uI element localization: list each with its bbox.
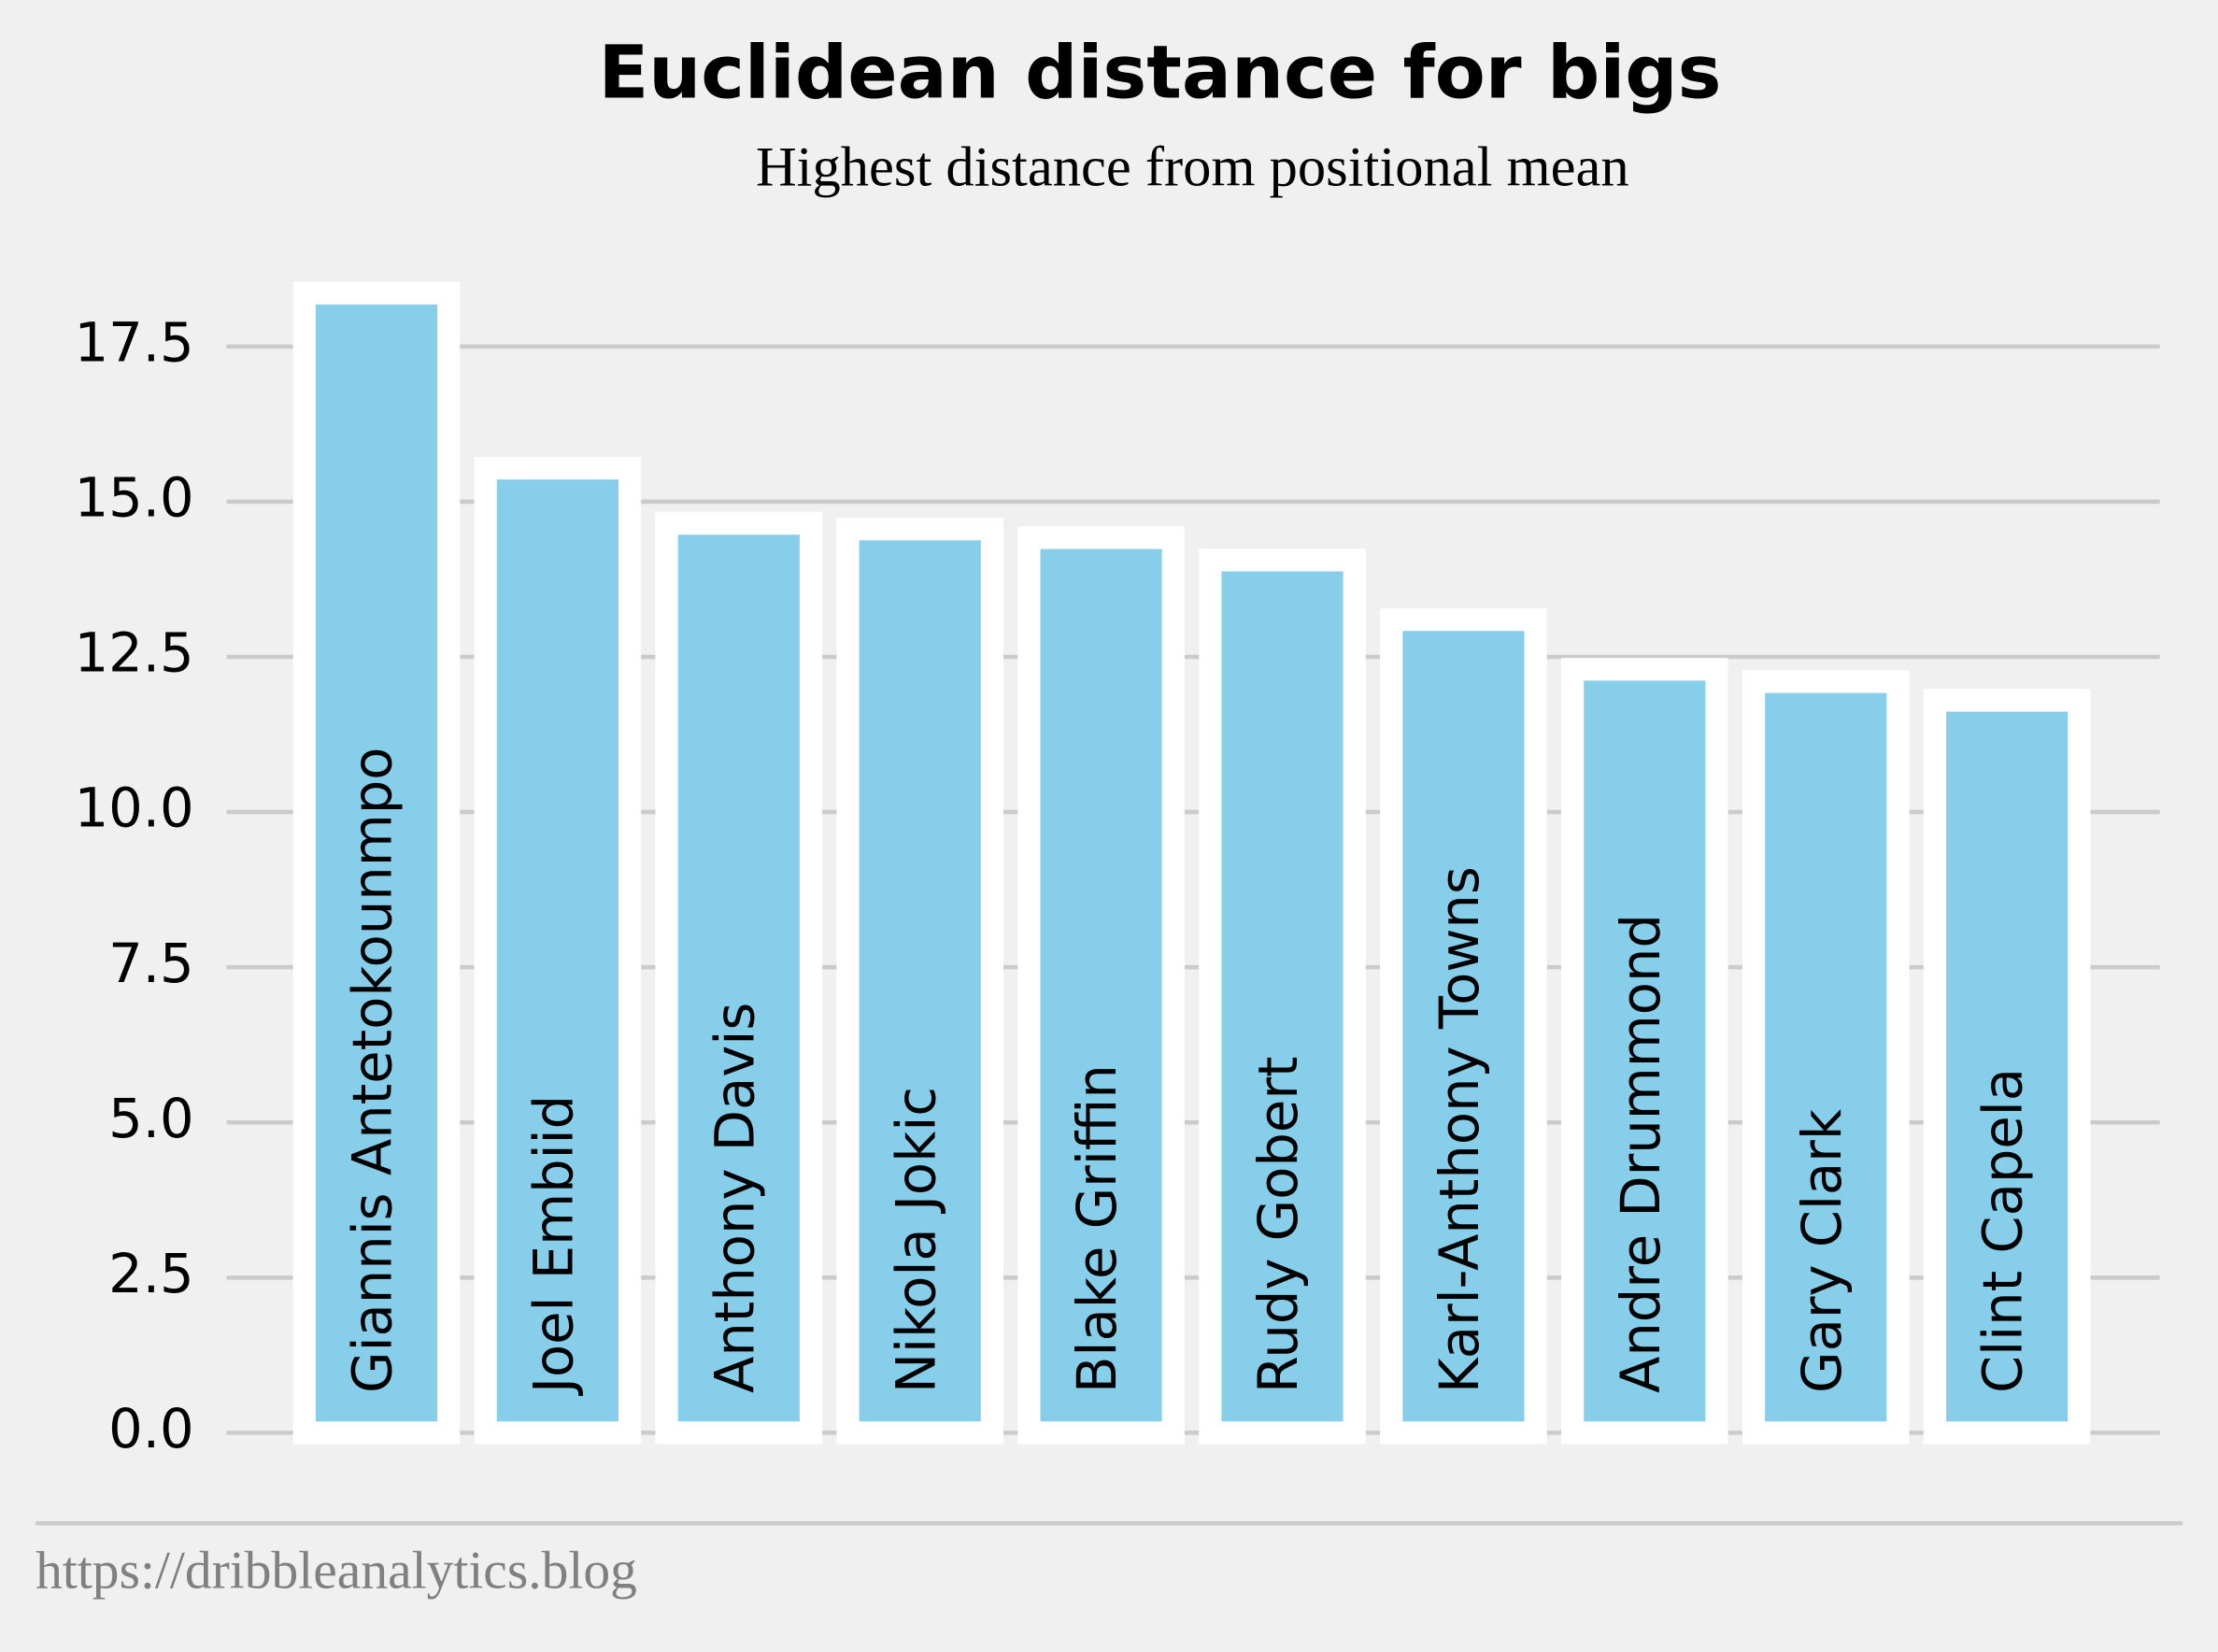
chart-title: Euclidean distance for bigs <box>598 30 1721 116</box>
y-tick-label: 12.5 <box>75 622 194 685</box>
bar-label: Clint Capela <box>1972 1068 2035 1393</box>
bar <box>474 456 642 1445</box>
y-tick-label: 15.0 <box>75 467 194 530</box>
bar-label: Karl-Anthony Towns <box>1429 866 1491 1393</box>
chart-subtitle: Highest distance from positional mean <box>756 136 1629 199</box>
bar <box>1380 608 1547 1445</box>
bar <box>1742 670 1910 1445</box>
bar-label: Anthony Davis <box>704 1003 766 1393</box>
bar <box>1017 526 1185 1445</box>
bar-label: Nikola Jokic <box>885 1087 947 1393</box>
y-tick-label: 2.5 <box>108 1243 193 1305</box>
y-tick-label: 5.0 <box>108 1088 193 1150</box>
bar-label: Blake Griffin <box>1066 1064 1129 1393</box>
bar <box>1561 658 1728 1445</box>
bar-label: Andre Drummond <box>1610 914 1672 1393</box>
y-tick-label: 10.0 <box>75 777 194 840</box>
y-tick-label: 7.5 <box>108 933 193 995</box>
y-tick-label: 0.0 <box>108 1398 193 1460</box>
footer: https://dribbleanalytics.blog <box>36 1541 637 1600</box>
bar-label: Joel Embiid <box>522 1095 585 1396</box>
bar <box>655 512 823 1445</box>
y-tick-label: 17.5 <box>75 311 194 374</box>
bar <box>292 281 461 1445</box>
bar <box>836 518 1004 1445</box>
bar-label: Gary Clark <box>1791 1108 1854 1393</box>
bar-label: Giannis Antetokounmpo <box>342 748 405 1393</box>
bar <box>1923 689 2091 1445</box>
bar-label: Rudy Gobert <box>1247 1056 1310 1393</box>
bar <box>1199 548 1366 1445</box>
